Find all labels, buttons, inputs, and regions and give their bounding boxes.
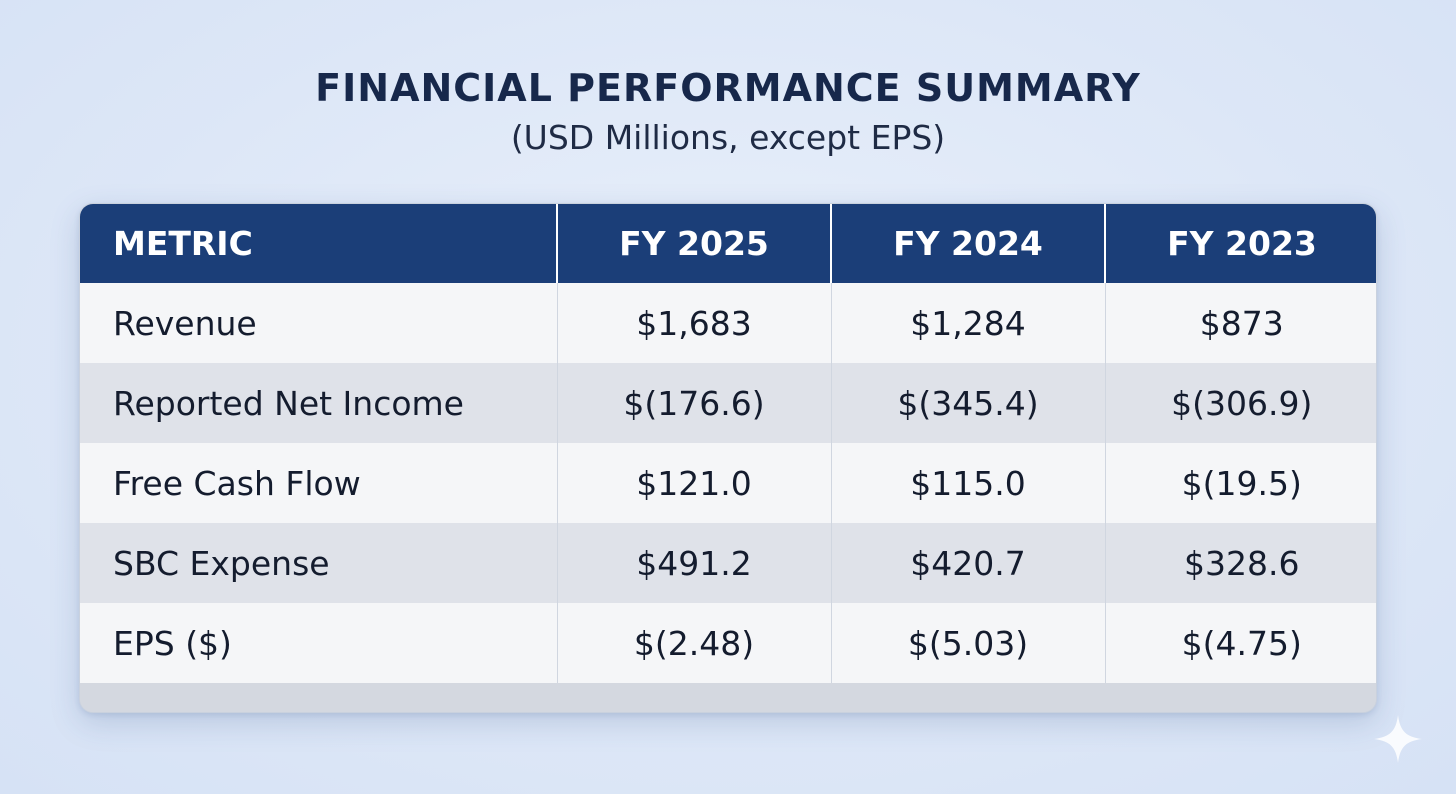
header-fy-2025: FY 2025: [556, 204, 831, 283]
value-cell: $328.6: [1104, 523, 1376, 603]
header-fy-2024: FY 2024: [830, 204, 1105, 283]
value-cell: $1,284: [830, 283, 1105, 363]
value-cell: $(306.9): [1104, 363, 1376, 443]
value-cell: $(4.75): [1104, 603, 1376, 683]
table-row-net-income: Reported Net Income $(176.6) $(345.4) $(…: [80, 363, 1376, 443]
table-header-row: METRIC FY 2025 FY 2024 FY 2023: [80, 204, 1376, 283]
table-row-free-cash-flow: Free Cash Flow $121.0 $115.0 $(19.5): [80, 443, 1376, 523]
header-metric: METRIC: [80, 204, 557, 283]
table-footer-band: [80, 683, 1376, 712]
financial-table: METRIC FY 2025 FY 2024 FY 2023 Revenue $…: [80, 204, 1376, 683]
metric-label: Reported Net Income: [80, 363, 557, 443]
value-cell: $1,683: [556, 283, 831, 363]
value-cell: $(345.4): [830, 363, 1105, 443]
metric-label: Revenue: [80, 283, 557, 363]
value-cell: $(19.5): [1104, 443, 1376, 523]
value-cell: $(2.48): [556, 603, 831, 683]
financial-table-card: METRIC FY 2025 FY 2024 FY 2023 Revenue $…: [79, 203, 1377, 713]
metric-label: SBC Expense: [80, 523, 557, 603]
header-fy-2023: FY 2023: [1104, 204, 1376, 283]
value-cell: $491.2: [556, 523, 831, 603]
table-subtitle: (USD Millions, except EPS): [510, 118, 946, 157]
sparkle-icon: [1374, 715, 1422, 763]
value-cell: $420.7: [830, 523, 1105, 603]
table-row-revenue: Revenue $1,683 $1,284 $873: [80, 283, 1376, 363]
table-row-sbc-expense: SBC Expense $491.2 $420.7 $328.6: [80, 523, 1376, 603]
value-cell: $873: [1104, 283, 1376, 363]
table-row-eps: EPS ($) $(2.48) $(5.03) $(4.75): [80, 603, 1376, 683]
table-title: FINANCIAL PERFORMANCE SUMMARY: [315, 66, 1141, 110]
value-cell: $(176.6): [556, 363, 831, 443]
value-cell: $121.0: [556, 443, 831, 523]
metric-label: EPS ($): [80, 603, 557, 683]
value-cell: $115.0: [830, 443, 1105, 523]
value-cell: $(5.03): [830, 603, 1105, 683]
metric-label: Free Cash Flow: [80, 443, 557, 523]
